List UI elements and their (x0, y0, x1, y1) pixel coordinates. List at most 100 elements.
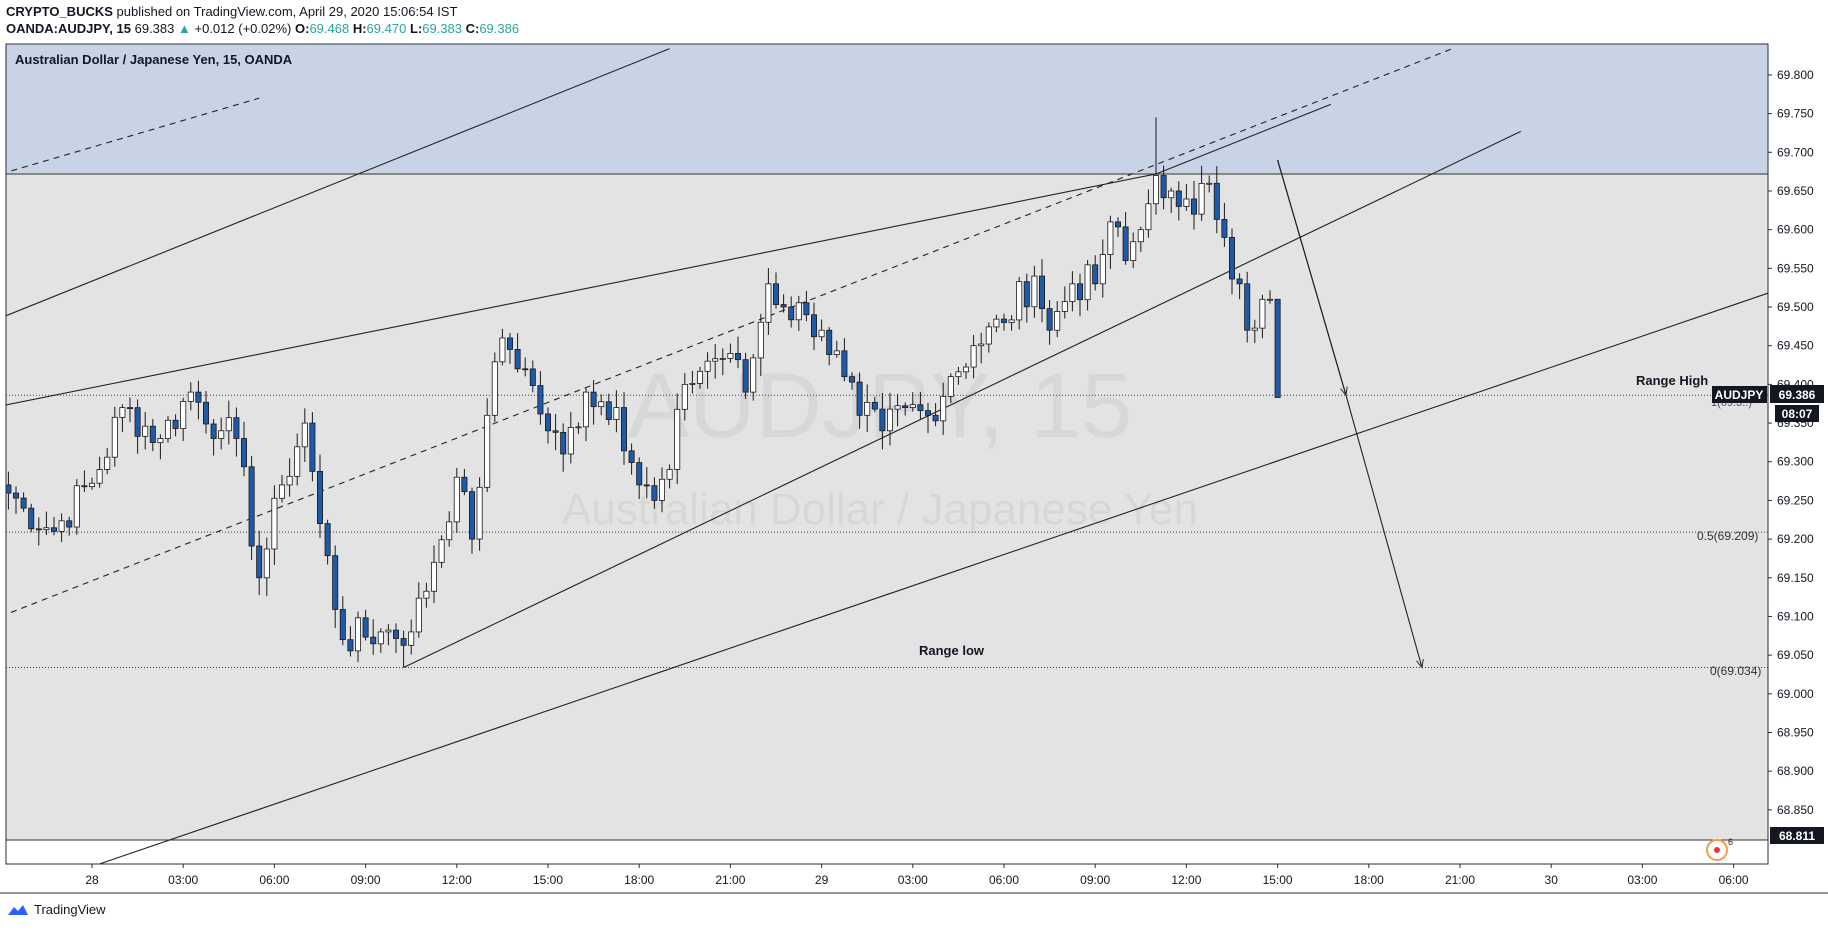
candle (58, 513, 65, 543)
candle-body (423, 590, 430, 599)
candle (43, 511, 50, 536)
price-change: +0.012 (+0.02%) (194, 21, 292, 36)
channel-lower-support (97, 292, 1768, 864)
candle (73, 479, 80, 535)
candle (35, 517, 42, 546)
range-low-label: Range low (919, 643, 985, 658)
candle (636, 457, 643, 500)
symbol-label[interactable]: OANDA:AUDJPY, 15 (6, 21, 131, 36)
candle (1031, 265, 1038, 318)
candle-body (43, 527, 50, 531)
candle (689, 370, 696, 394)
candle (377, 628, 384, 653)
candle-body (788, 306, 795, 321)
bottom-price-text: 68.811 (1779, 829, 1815, 843)
candle-body (324, 523, 331, 557)
candle (1077, 273, 1084, 317)
high-label: H: (352, 21, 367, 36)
candle (1069, 271, 1076, 312)
candle (89, 477, 96, 490)
candle-body (917, 404, 924, 412)
candle-body (309, 422, 316, 472)
candle (666, 464, 673, 489)
candle (499, 328, 506, 366)
candle (590, 379, 597, 425)
price-tag-text: 69.386 (1779, 388, 1816, 402)
candle (1016, 276, 1023, 330)
close-label: C: (465, 21, 480, 36)
candle-body (1001, 318, 1008, 323)
candle-body (1175, 190, 1182, 207)
candle (674, 393, 681, 485)
candle-body (392, 629, 399, 639)
candle-body (20, 497, 27, 509)
candle (583, 386, 590, 442)
candle-body (347, 639, 354, 652)
candle (697, 366, 704, 389)
candle-body (795, 302, 802, 321)
candle (392, 623, 399, 654)
candle (993, 314, 1000, 333)
tradingview-footer[interactable]: TradingView (6, 902, 106, 917)
candle (1153, 117, 1160, 215)
countdown-text: 08:07 (1782, 407, 1813, 421)
candle-body (1236, 278, 1243, 285)
candle (430, 545, 437, 604)
x-tick-label: 30 (1545, 873, 1559, 887)
candle (856, 372, 863, 429)
channel-mid-dashed (6, 48, 1453, 616)
y-tick-label: 69.150 (1777, 571, 1814, 585)
low-label: L: (409, 21, 423, 36)
candle (180, 397, 187, 441)
y-tick-label: 69.100 (1777, 609, 1814, 623)
candle-body (96, 469, 103, 484)
candle-body (1267, 298, 1274, 301)
candle-body (225, 417, 232, 432)
candle-body (408, 631, 415, 646)
candle (955, 366, 962, 385)
candle-body (1229, 236, 1236, 280)
candle-body (438, 539, 445, 563)
watermark-name: Australian Dollar / Japanese Yen (562, 485, 1198, 534)
alert-icon[interactable]: 6 (1706, 837, 1733, 861)
candle-body (1046, 308, 1053, 331)
candle-body (248, 466, 255, 547)
candle (278, 475, 285, 503)
range-box (6, 173, 1768, 841)
candle-body (1061, 301, 1068, 312)
candle-body (613, 407, 620, 420)
candle (316, 454, 323, 538)
candle-body (552, 430, 559, 433)
candle (256, 530, 263, 596)
candle-body (697, 370, 704, 384)
candle (309, 412, 316, 482)
candle-body (157, 438, 164, 443)
candle (218, 417, 225, 450)
candle (354, 611, 361, 663)
candle-body (468, 491, 475, 540)
candle-body (332, 555, 339, 610)
fib-mid-label: 0.5(69.209) (1697, 529, 1758, 543)
candle (400, 630, 407, 668)
candle-body (621, 407, 628, 452)
candle (1084, 260, 1091, 311)
candle (818, 319, 825, 342)
candle (1099, 239, 1106, 298)
candle (468, 487, 475, 554)
candle (301, 408, 308, 463)
candle-body (316, 470, 323, 525)
candle (567, 411, 574, 464)
candle (385, 624, 392, 646)
candle (780, 294, 787, 313)
candle (1213, 166, 1220, 234)
candle-body (545, 413, 552, 432)
x-tick-label: 03:00 (898, 873, 928, 887)
author-name[interactable]: CRYPTO_BUCKS (6, 4, 113, 19)
candle (446, 511, 453, 547)
candle-body (742, 359, 749, 393)
candle (864, 384, 871, 432)
candle-body (354, 617, 361, 652)
candle (51, 517, 58, 536)
candle-body (560, 431, 567, 455)
